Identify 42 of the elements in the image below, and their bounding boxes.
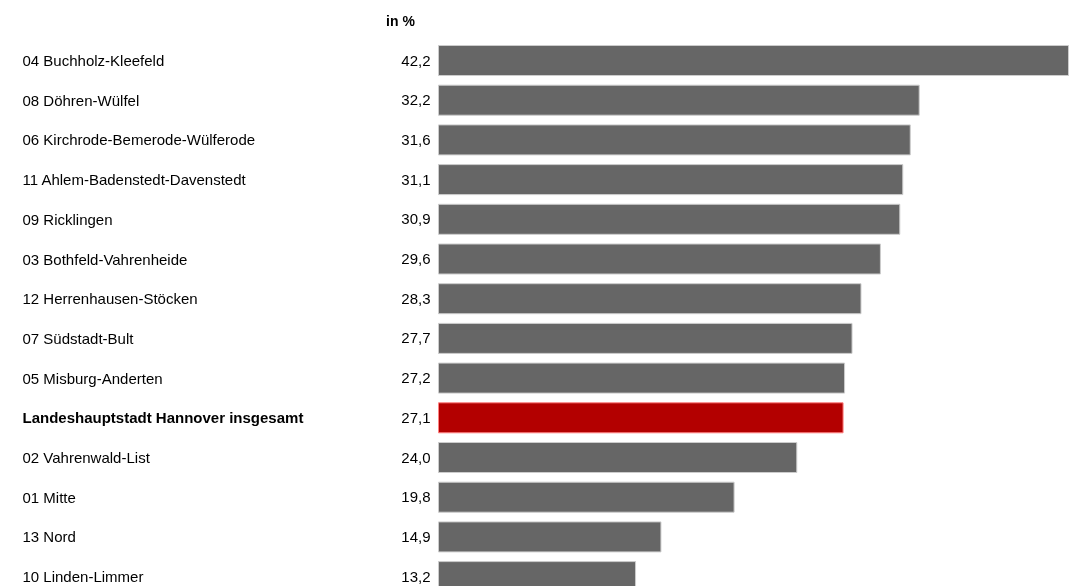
bar [438, 203, 901, 235]
data-label: 27,1 [401, 408, 431, 426]
bar [438, 402, 844, 434]
bar [438, 124, 911, 156]
bar [438, 322, 853, 354]
data-label: 13,2 [401, 567, 431, 585]
data-label: 19,8 [401, 488, 431, 506]
data-label: 28,3 [401, 289, 431, 307]
data-label: 42,2 [401, 51, 431, 69]
data-label: 27,7 [401, 329, 431, 347]
bar [438, 283, 862, 315]
y-tick-label: 03 Bothfeld-Vahrenheide [22, 250, 188, 268]
data-label: 31,1 [401, 170, 431, 188]
y-tick-label: 02 Vahrenwald-List [22, 449, 151, 466]
y-tick-label: 04 Buchholz-Kleefeld [22, 52, 165, 69]
bar [438, 243, 881, 275]
data-label: 30,9 [401, 210, 431, 228]
data-label: 27,2 [401, 369, 431, 387]
bar [438, 481, 735, 513]
y-tick-label: 07 Südstadt-Bult [22, 329, 135, 347]
bar [438, 164, 904, 196]
y-tick-label: Landeshauptstadt Hannover insgesamt [22, 409, 304, 427]
bar [438, 84, 920, 116]
data-label: 24,0 [401, 448, 431, 466]
y-tick-label: 08 Döhren-Wülfel [22, 91, 140, 109]
bar [438, 45, 1069, 76]
y-tick-label: 13 Nord [22, 528, 76, 546]
y-tick-label: 09 Ricklingen [22, 210, 113, 228]
bar [438, 362, 846, 394]
y-tick-label: 05 Misburg-Anderten [22, 369, 163, 387]
y-tick-label: 10 Linden-Limmer [22, 568, 144, 586]
bar [438, 442, 798, 473]
bar [438, 521, 662, 553]
data-label: 31,6 [401, 130, 431, 148]
y-tick-label: 06 Kirchrode-Bemerode-Wülferode [22, 131, 256, 149]
text: in % [386, 12, 416, 29]
data-label: 32,2 [401, 91, 431, 109]
y-tick-label: 01 Mitte [22, 488, 76, 506]
y-tick-label: 12 Herrenhausen-Stöcken [22, 290, 198, 308]
data-label: 29,6 [401, 250, 431, 267]
y-tick-label: 11 Ahlem-Badenstedt-Davenstedt [22, 171, 247, 189]
data-label: 14,9 [401, 527, 431, 545]
